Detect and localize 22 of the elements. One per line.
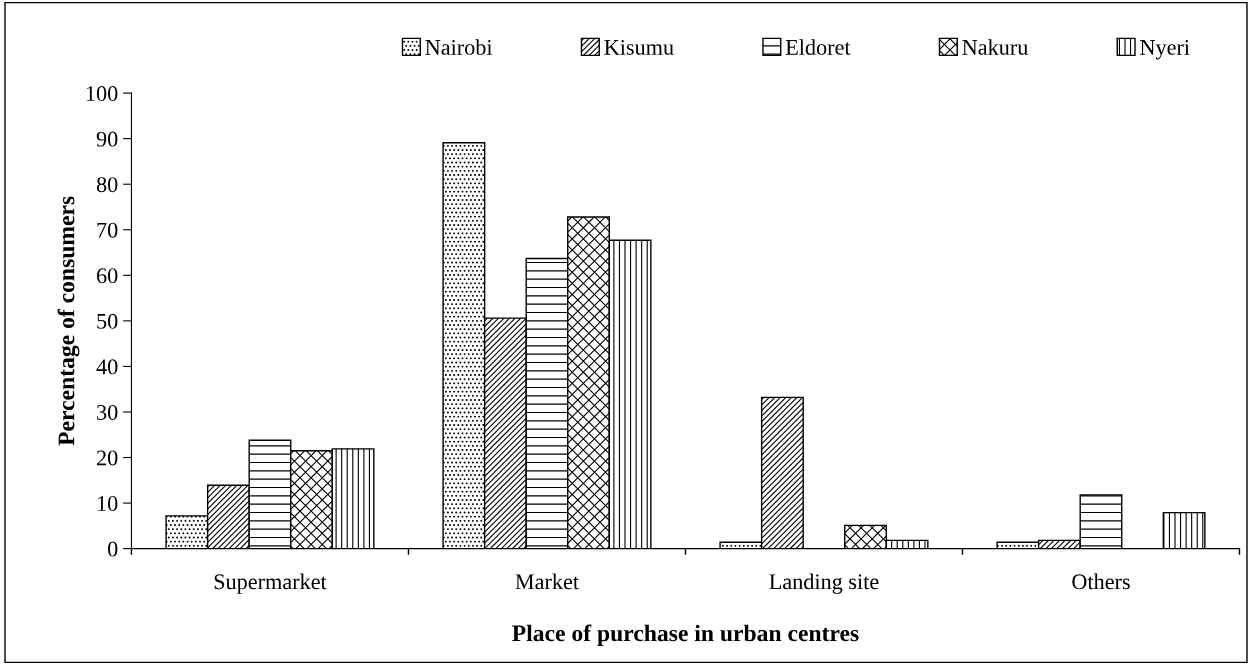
x-tick-label: Market: [515, 573, 579, 590]
y-tick-label: 80: [96, 177, 118, 193]
x-axis-title: Place of purchase in urban centres: [512, 624, 859, 647]
legend-label: Nyeri: [1140, 39, 1190, 60]
legend-label: Eldoret: [785, 39, 851, 55]
x-tick-label: Others: [1072, 573, 1130, 590]
legend-label: Nakuru: [962, 39, 1028, 55]
legend-label: Nairobi: [425, 39, 493, 55]
y-tick-label: 60: [97, 268, 118, 284]
y-tick-label: 90: [96, 131, 118, 147]
y-tick-label: 10: [98, 496, 118, 511]
y-axis-title: Percentage of consumers: [57, 196, 80, 446]
y-tick-label: 50: [97, 313, 118, 329]
x-tick-label: Landing site: [769, 573, 879, 594]
legend-label: Kisumu: [604, 39, 674, 55]
y-tick-label: 30: [97, 404, 118, 420]
y-tick-label: 40: [96, 359, 118, 375]
y-tick-label: 20: [97, 450, 118, 466]
y-tick-label: 70: [97, 222, 118, 238]
y-tick-label: 0: [108, 541, 118, 557]
x-tick-label: Supermarket: [214, 573, 327, 594]
y-tick-label: 100: [86, 86, 118, 102]
